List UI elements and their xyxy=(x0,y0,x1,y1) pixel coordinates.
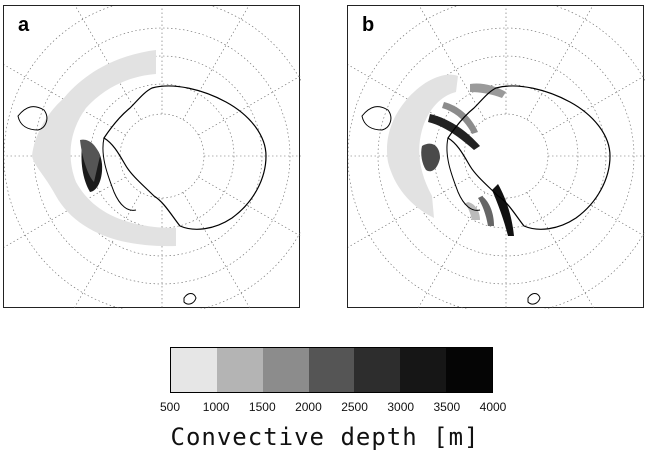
latitude-circle xyxy=(405,55,607,257)
meridian-line xyxy=(4,64,126,136)
colorbar-swatch xyxy=(171,348,217,392)
latitude-circle xyxy=(377,27,635,285)
colorbar-tick-label: 2500 xyxy=(341,400,368,414)
meridian-line xyxy=(526,192,595,309)
meridian-line xyxy=(198,75,301,136)
colorbar-tick-label: 500 xyxy=(159,400,181,414)
colorbar-swatch xyxy=(216,348,263,392)
colorbar-swatch xyxy=(446,348,493,392)
convection-shading xyxy=(32,50,176,247)
latitude-circle xyxy=(463,113,549,199)
colorbar-tick-label: 1000 xyxy=(202,400,230,414)
colorbar-swatch xyxy=(262,348,309,392)
meridian-line xyxy=(198,176,301,237)
meridian-line xyxy=(526,6,593,120)
meridian-line xyxy=(348,176,470,248)
meridian-line xyxy=(419,6,486,120)
meridian-line xyxy=(542,176,645,237)
map-panel-a: a xyxy=(3,5,301,309)
colorbar-swatch xyxy=(400,348,447,392)
colorbar-tick-label: 1500 xyxy=(248,400,276,414)
colorbar-tick-label: 3500 xyxy=(433,400,461,414)
map-panel-b: b xyxy=(347,5,645,309)
latitude-circle xyxy=(119,113,205,199)
antarctica-outline xyxy=(361,85,611,305)
colorbar-tick-label: 2000 xyxy=(295,400,322,414)
colorbar-swatch xyxy=(308,348,355,392)
latitude-circle xyxy=(33,27,291,285)
meridian-line xyxy=(542,75,645,136)
convection-shading xyxy=(386,74,514,236)
panel-label-a: a xyxy=(18,14,30,36)
colorbar xyxy=(170,347,493,393)
panel-label-b: b xyxy=(362,14,375,36)
meridian-line xyxy=(182,192,251,309)
meridian-line xyxy=(182,6,249,120)
colorbar-tick-label: 3000 xyxy=(387,400,415,414)
polar-map-b xyxy=(348,6,645,309)
meridian-line xyxy=(417,192,486,309)
colorbar-tick-label: 4000 xyxy=(479,400,507,414)
meridian-line xyxy=(4,176,126,248)
latitude-circle xyxy=(61,55,263,257)
polar-map-a xyxy=(4,6,301,309)
colorbar-ticks: 500 1000 1500 2000 2500 3000 3500 4000 xyxy=(150,400,513,418)
colorbar-label: Convective depth [m] xyxy=(170,423,480,451)
antarctica-outline xyxy=(17,85,267,305)
colorbar-swatch xyxy=(354,348,401,392)
meridian-line xyxy=(75,6,142,120)
